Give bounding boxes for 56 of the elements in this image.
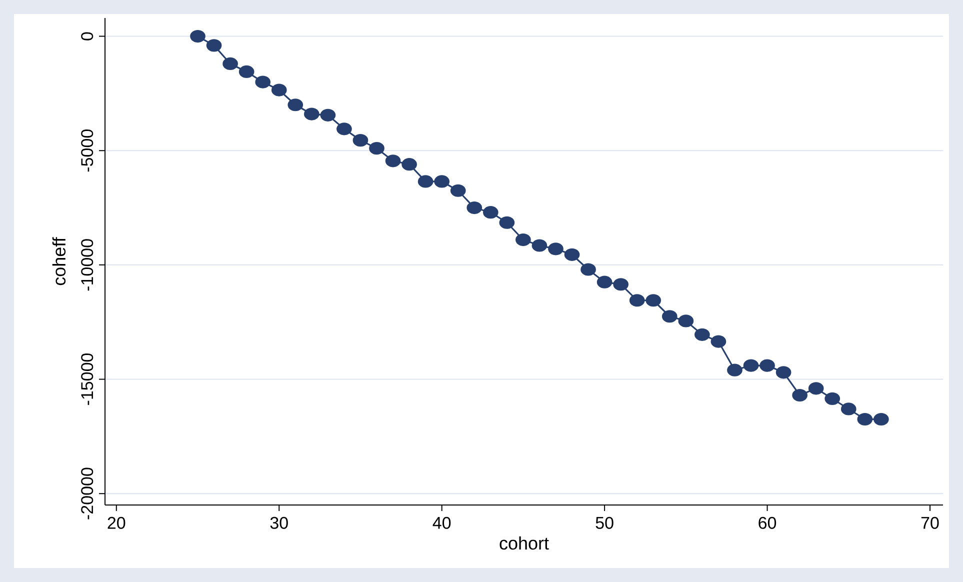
point: [402, 158, 417, 171]
point: [418, 175, 434, 188]
point: [222, 57, 238, 70]
point: [792, 388, 808, 402]
x-tick-label: 40: [432, 516, 451, 529]
y-tick-label: -5000: [81, 130, 94, 172]
point: [613, 278, 628, 291]
point: [580, 263, 596, 276]
point: [727, 364, 742, 376]
point: [304, 108, 320, 120]
point: [743, 359, 759, 372]
point: [776, 366, 792, 379]
point: [369, 142, 384, 155]
point: [352, 134, 368, 147]
point: [678, 314, 694, 328]
point: [466, 201, 482, 214]
point: [808, 382, 824, 395]
point: [548, 242, 564, 256]
point: [288, 98, 304, 112]
point: [662, 310, 678, 323]
point: [238, 65, 254, 78]
y-axis-title: coheff: [52, 237, 66, 286]
y-tick-label: -20000: [81, 468, 94, 520]
y-tick-label: 0: [81, 32, 94, 40]
point: [629, 294, 645, 307]
y-tick-label: -10000: [81, 239, 94, 291]
point: [874, 412, 889, 426]
point: [499, 216, 515, 229]
point: [694, 328, 710, 341]
point: [824, 392, 840, 405]
x-tick-label: 50: [596, 516, 614, 529]
point: [857, 412, 873, 426]
point: [710, 335, 726, 348]
point: [646, 294, 662, 307]
point: [271, 84, 287, 96]
x-axis-title: cohort: [500, 536, 549, 550]
point: [255, 76, 271, 88]
point: [840, 402, 856, 416]
point: [532, 239, 548, 252]
point: [516, 233, 531, 246]
point: [564, 248, 580, 261]
point: [336, 122, 352, 136]
x-tick-label: 60: [758, 516, 776, 529]
y-tick-label: -15000: [81, 353, 94, 405]
point: [596, 276, 612, 288]
point: [760, 359, 775, 372]
x-tick-label: 70: [921, 516, 939, 529]
x-tick-label: 30: [270, 516, 288, 529]
point: [320, 108, 336, 122]
point: [434, 175, 450, 188]
point: [190, 30, 206, 43]
x-tick-label: 20: [108, 516, 126, 529]
point: [206, 39, 222, 52]
point: [450, 184, 466, 197]
point: [482, 206, 498, 219]
point: [385, 154, 401, 168]
